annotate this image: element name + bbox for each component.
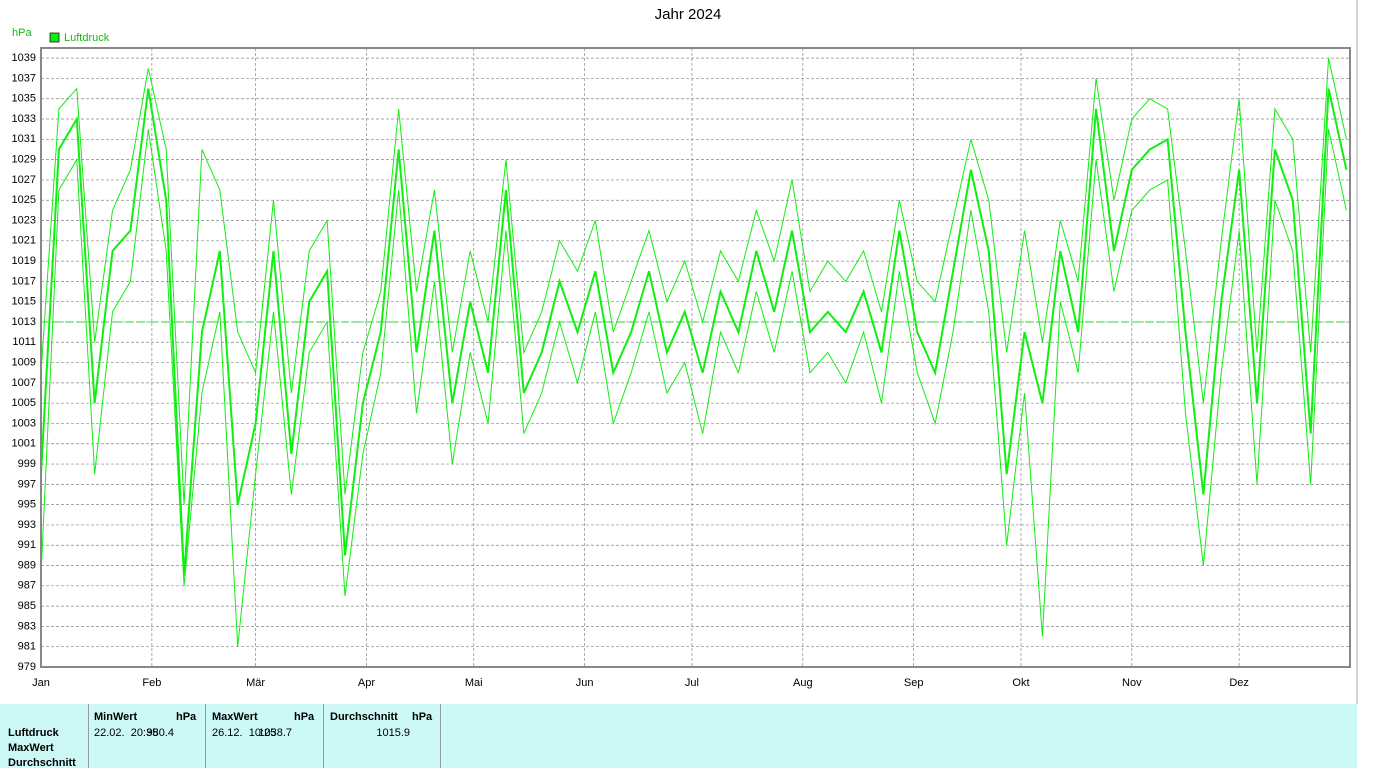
x-tick-label: Nov xyxy=(1122,677,1142,689)
y-tick-label: 1019 xyxy=(12,255,36,267)
y-tick-label: 1033 xyxy=(12,113,36,125)
y-tick-label: 1013 xyxy=(12,316,36,328)
cell-value: 1038.7 xyxy=(258,727,292,739)
y-tick-label: 985 xyxy=(18,600,36,612)
y-tick-label: 1025 xyxy=(12,194,36,206)
x-tick-label: Mär xyxy=(246,677,265,689)
y-tick-label: 995 xyxy=(18,499,36,511)
col-unit: hPa xyxy=(294,711,315,723)
y-tick-label: 999 xyxy=(18,458,36,470)
plot-border xyxy=(40,47,1351,668)
cell-value: 1015.9 xyxy=(376,727,410,739)
data-line xyxy=(40,58,1347,505)
y-tick-label: 979 xyxy=(18,661,36,673)
y-tick-label: 993 xyxy=(18,519,36,531)
col-header: MaxWert xyxy=(212,711,258,723)
x-tick-label: Aug xyxy=(793,677,813,689)
legend-swatch xyxy=(49,32,60,43)
x-tick-label: Okt xyxy=(1012,677,1029,689)
y-tick-label: 1039 xyxy=(12,52,36,64)
y-tick-label: 989 xyxy=(18,559,36,571)
y-tick-label: 1007 xyxy=(12,377,36,389)
y-tick-label: 1001 xyxy=(12,438,36,450)
y-tick-label: 1015 xyxy=(12,296,36,308)
separator xyxy=(205,704,206,768)
x-tick-label: Feb xyxy=(142,677,161,689)
summary-table: Luftdruck MaxWert Durchschnitt MinWert h… xyxy=(0,704,1357,769)
y-axis-label: hPa xyxy=(12,27,32,39)
separator xyxy=(323,704,324,768)
col-unit: hPa xyxy=(412,711,433,723)
x-tick-label: Jun xyxy=(576,677,594,689)
legend-label: Luftdruck xyxy=(64,32,110,44)
col-header: MinWert xyxy=(94,711,138,723)
chart: Jahr 2024 hPa 979 981 983 985 987 989 991 993 99… xyxy=(12,0,1358,704)
y-tick-label: 1029 xyxy=(12,154,36,166)
y-tick-label: 1021 xyxy=(12,235,36,247)
x-tick-label: Jan xyxy=(32,677,50,689)
separator xyxy=(88,704,89,768)
y-tick-label: 1035 xyxy=(12,93,36,105)
separator xyxy=(440,704,441,768)
y-tick-label: 1031 xyxy=(12,133,36,145)
cell-value: 980.4 xyxy=(146,727,174,739)
cell-date: 26.12. 10:25 xyxy=(212,727,277,739)
data-line xyxy=(40,88,1348,576)
y-tick-label: 981 xyxy=(18,641,36,653)
y-tick-label: 1011 xyxy=(12,336,36,348)
y-tick-label: 987 xyxy=(18,580,36,592)
y-tick-label: 1023 xyxy=(12,214,36,226)
chart-title: Jahr 2024 xyxy=(655,6,722,23)
x-tick-label: Jul xyxy=(685,677,699,689)
y-tick-label: 997 xyxy=(18,478,36,490)
x-tick-label: Mai xyxy=(465,677,483,689)
x-tick-label: Apr xyxy=(358,677,375,689)
col-unit: hPa xyxy=(176,711,197,723)
y-tick-label: 1017 xyxy=(12,275,36,287)
x-tick-label: Sep xyxy=(904,677,924,689)
data-line xyxy=(40,129,1347,647)
col-header: Durchschnitt xyxy=(330,711,398,723)
row-label: MaxWert xyxy=(8,742,54,754)
row-label: Luftdruck xyxy=(8,727,59,739)
y-tick-label: 1003 xyxy=(12,417,36,429)
y-tick-label: 991 xyxy=(18,539,36,551)
y-tick-label: 983 xyxy=(18,620,36,632)
y-tick-label: 1027 xyxy=(12,174,36,186)
y-tick-label: 1005 xyxy=(12,397,36,409)
y-tick-label: 1037 xyxy=(12,72,36,84)
x-tick-label: Dez xyxy=(1229,677,1249,689)
row-label: Durchschnitt xyxy=(8,757,76,769)
y-tick-label: 1009 xyxy=(12,356,36,368)
cell-date: 22.02. 20:35 xyxy=(94,727,159,739)
